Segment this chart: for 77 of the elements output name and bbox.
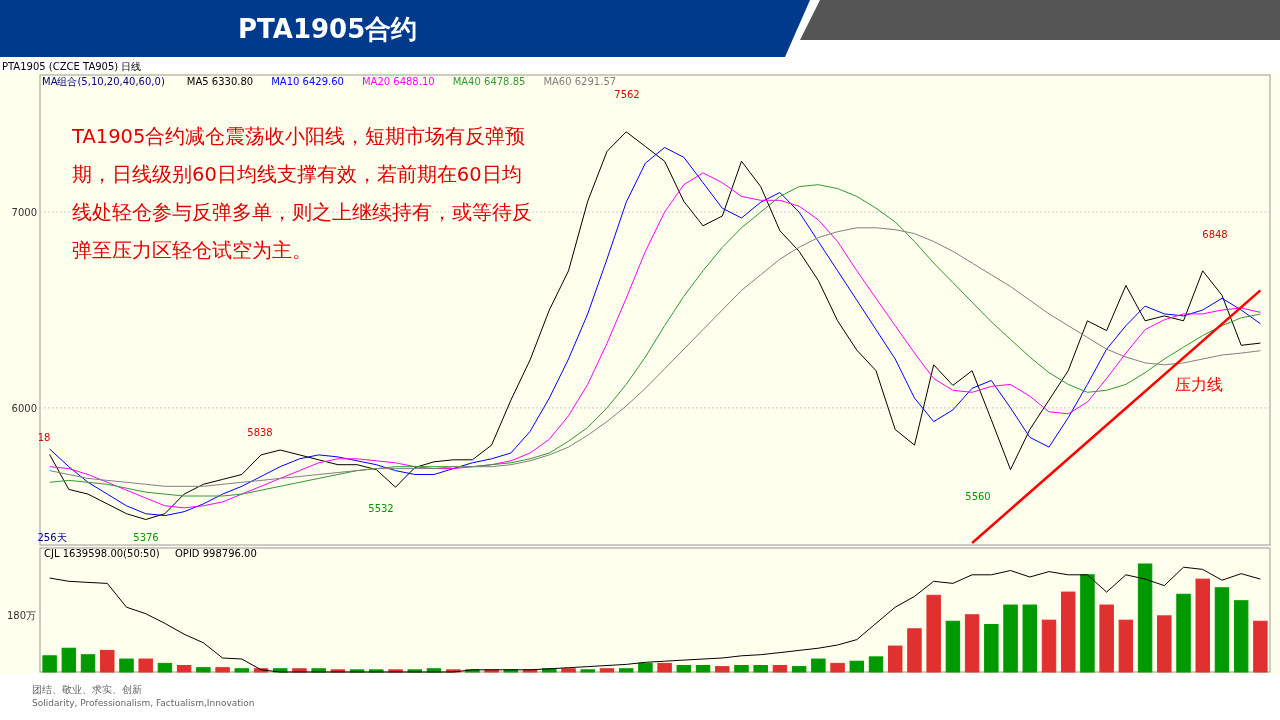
bar [119, 658, 134, 673]
bar [734, 665, 749, 673]
bar [1118, 619, 1134, 673]
text: MA40 6478.85 [452, 76, 526, 87]
bar [715, 666, 730, 673]
bar [638, 662, 653, 673]
text: OPID 998796.00 [175, 548, 257, 559]
bar [1022, 604, 1037, 673]
bar [868, 656, 884, 673]
bar [484, 669, 499, 673]
bar [215, 667, 230, 673]
series-label: 压力线 [1175, 375, 1224, 395]
bar [1137, 563, 1153, 673]
annotation: 7562 [614, 89, 640, 100]
text: MA10 6429.60 [271, 76, 344, 87]
bar [1233, 600, 1249, 673]
text: 团结、敬业、求实、创新 [32, 684, 142, 695]
text: CJL 1639598.00(50:50) [44, 548, 160, 559]
bar [695, 665, 711, 673]
bar [522, 669, 538, 673]
bar [1176, 593, 1191, 673]
annotation: 5560 [965, 491, 991, 502]
text: MA5 6330.80 [186, 76, 254, 87]
text: Solidarity, Professionalism, Factualism,Innovation [32, 698, 255, 708]
bar [945, 620, 961, 673]
bar [888, 645, 903, 673]
y-tick-label: 7000 [11, 207, 37, 219]
y-tick-label: 6000 [11, 402, 37, 414]
bar [1060, 591, 1076, 673]
bar [100, 649, 115, 673]
bar [657, 662, 672, 673]
bar [772, 665, 788, 673]
bar [849, 660, 865, 673]
bar [618, 668, 634, 673]
bar [811, 658, 826, 673]
bar [80, 654, 96, 673]
annotation: 5532 [368, 503, 394, 514]
chart-subtitle: PTA1905 (CZCE TA905) 日线 [2, 61, 142, 72]
bar [1041, 619, 1057, 673]
bar [676, 665, 692, 673]
bar [196, 667, 211, 673]
bar [234, 668, 250, 673]
bar [1157, 615, 1172, 673]
chart-title: PTA1905合约 [238, 14, 418, 44]
bar [599, 668, 615, 673]
bar [42, 655, 57, 673]
bar [1003, 604, 1018, 673]
bar [830, 662, 845, 673]
bar [1080, 574, 1095, 673]
annotation: 256天 [37, 532, 67, 543]
annotation: TA1905合约减仓震荡收小阳线，短期市场有反弹预期，日线级别60日均线支撑有效，若前期在60日均线处轻仓参与反弹多单，则之上继续持有，或等待反弹至压力区轻仓试空为主。 [72, 124, 533, 264]
text: MA60 6291.57 [543, 76, 617, 87]
annotation: 6848 [1202, 229, 1228, 240]
bar [907, 628, 922, 673]
bar [176, 665, 192, 673]
bar [503, 669, 519, 673]
line-series [49, 227, 1261, 487]
annotation: 18 [37, 432, 51, 443]
bar [580, 669, 595, 673]
bar [1253, 620, 1268, 673]
bar [791, 666, 807, 673]
bar [1214, 587, 1230, 673]
bar [61, 647, 77, 673]
bar [138, 658, 153, 673]
bar [1099, 604, 1114, 673]
annotation: 5376 [133, 532, 159, 543]
bar [964, 614, 980, 673]
bar [157, 662, 173, 673]
bar [984, 623, 999, 673]
legend-title: MA组合(5,10,20,40,60,0) [42, 76, 165, 87]
text: 180万 [6, 610, 36, 621]
bar [561, 668, 576, 673]
bar [1195, 578, 1210, 673]
bar [926, 594, 941, 673]
bar [753, 665, 768, 673]
text: MA20 6488.10 [361, 76, 435, 87]
annotation: 5838 [247, 427, 273, 438]
